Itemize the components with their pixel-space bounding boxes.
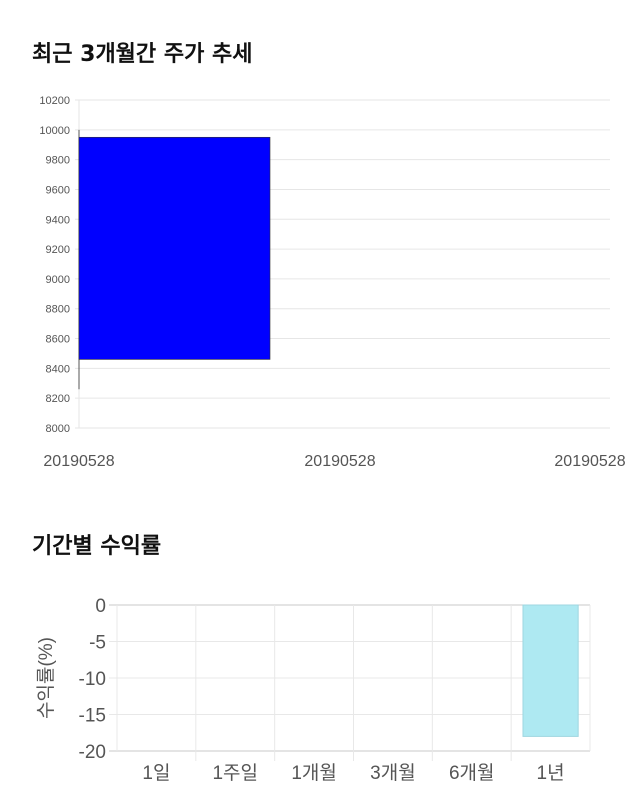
y-tick-label: 9400 xyxy=(46,214,70,226)
y-tick-label: 8000 xyxy=(46,423,70,435)
price-chart-title: 최근 3개월간 주가 추세 xyxy=(32,42,253,67)
return-chart-title: 기간별 수익률 xyxy=(32,534,162,559)
x-tick-label: 20190528 xyxy=(304,453,375,470)
x-tick-label: 1개월 xyxy=(291,762,337,784)
y-tick-label: 8600 xyxy=(46,334,70,346)
price-candlestick-chart: 8000 8200 8400 8600 8800 9000 9200 9400 9600 9800… xyxy=(39,95,625,470)
x-tick-label: 20190528 xyxy=(554,453,625,470)
y-tick-label: 10200 xyxy=(39,95,70,107)
y-tick-label: 0 xyxy=(95,596,106,617)
y-tick-label: 9800 xyxy=(46,155,70,167)
x-tick-label: 6개월 xyxy=(449,762,495,784)
y-tick-label: -20 xyxy=(79,742,106,763)
y-tick-label: -15 xyxy=(79,706,106,727)
y-tick-label: -5 xyxy=(89,633,106,654)
y-tick-label: 8200 xyxy=(46,393,70,405)
x-tick-label: 1년 xyxy=(537,762,565,784)
y-axis-label: 수익률(%) xyxy=(35,637,57,719)
y-tick-label: 9200 xyxy=(46,244,70,256)
bar xyxy=(522,604,579,737)
x-tick-label: 3개월 xyxy=(370,762,416,784)
x-tick-label: 20190528 xyxy=(43,453,114,470)
y-tick-label: 9600 xyxy=(46,184,70,196)
x-tick-label: 1주일 xyxy=(212,762,258,784)
candle-body xyxy=(78,136,271,360)
y-tick-label: 8800 xyxy=(46,304,70,316)
y-tick-label: 10000 xyxy=(39,125,70,137)
y-tick-label: 9000 xyxy=(46,274,70,286)
y-tick-label: 8400 xyxy=(46,363,70,375)
x-tick-label: 1일 xyxy=(142,762,170,784)
y-tick-label: -10 xyxy=(79,669,106,690)
